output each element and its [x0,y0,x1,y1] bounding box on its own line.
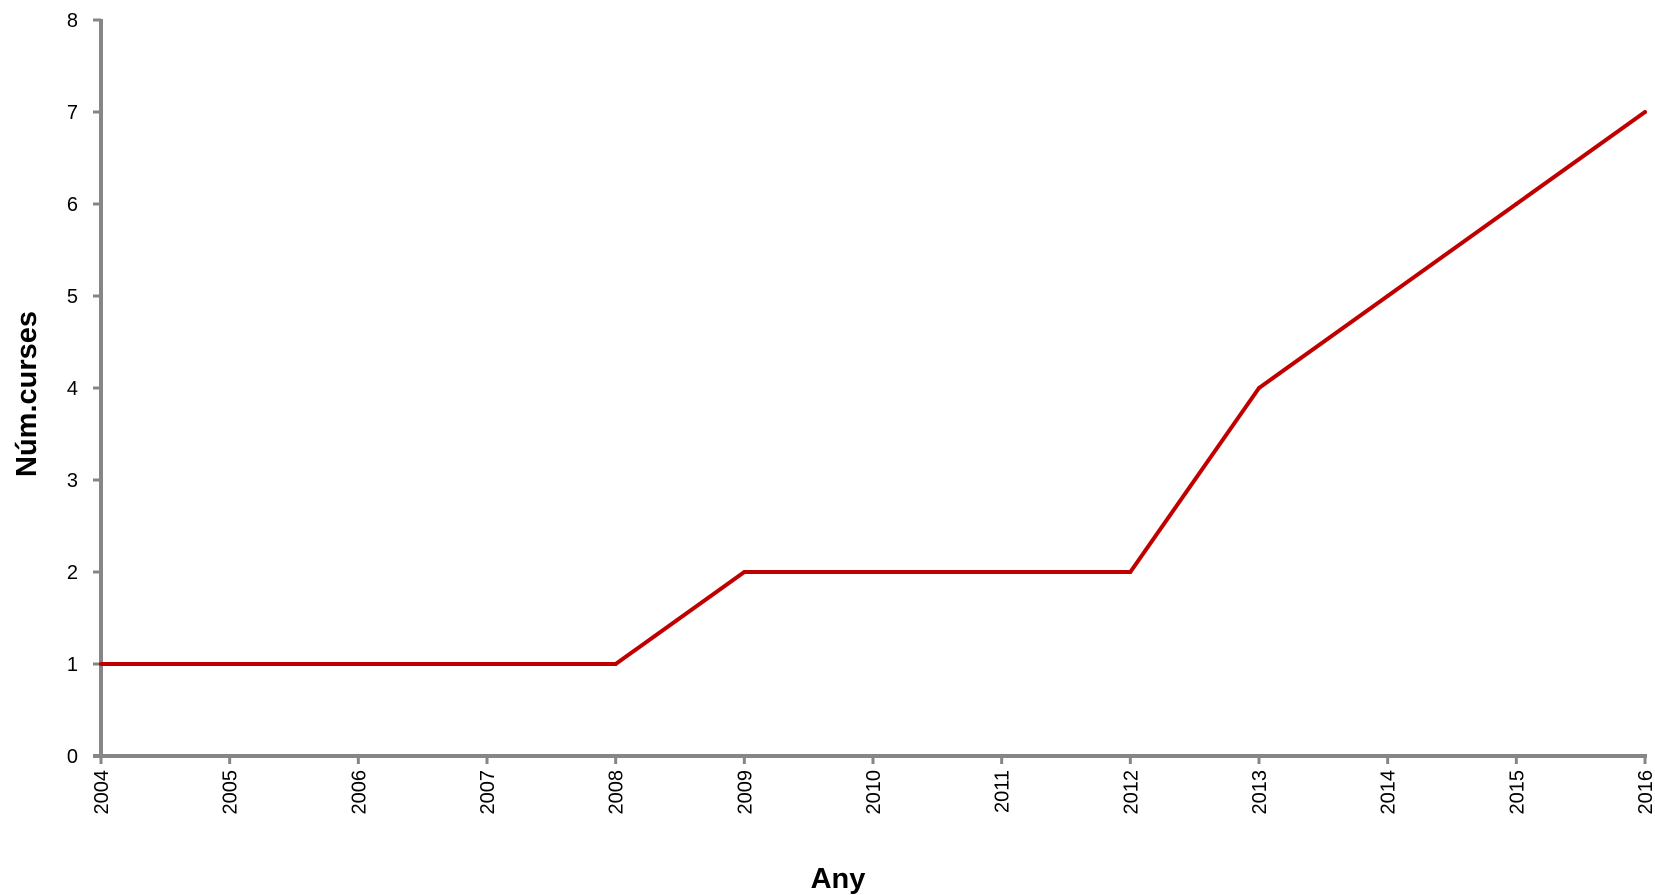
x-tick-label: 2014 [1378,770,1400,815]
y-axis: 0 1 2 3 4 5 6 7 8 [67,10,103,768]
x-tick-label: 2013 [1249,770,1271,815]
data-point [1128,570,1133,574]
x-tick-label: 2008 [606,770,628,815]
y-tick-label: 0 [67,746,78,768]
x-tick-label: 2012 [1120,770,1142,815]
data-point [356,662,361,666]
x-tick-label: 2006 [348,770,370,815]
data-point [227,662,232,666]
series-area [99,110,1647,666]
data-point [1385,294,1390,298]
x-tick-label: 2004 [91,770,113,815]
x-tick-label: 2009 [734,770,756,815]
y-tick-label: 7 [67,102,78,124]
x-tick-label: 2007 [477,770,499,815]
y-tick-label: 2 [67,562,78,584]
x-axis-title: Any [811,863,866,895]
y-axis-title: Núm.curses [11,311,43,477]
y-tick-label: 1 [67,654,78,676]
y-tick-label: 4 [67,378,78,400]
data-point [485,662,489,666]
x-tick-label: 2005 [220,770,242,815]
data-point [1257,386,1261,390]
y-tick-label: 8 [67,10,78,32]
y-tick-label: 3 [67,470,78,492]
data-point [613,662,618,666]
x-tick-label: 2010 [863,770,885,815]
x-tick-label: 2011 [992,770,1014,813]
data-point [1643,110,1647,114]
data-point [1514,202,1519,206]
series-line [101,110,1647,666]
x-tick-label: 2015 [1506,770,1528,815]
y-tick-label: 5 [67,286,78,308]
data-point [99,662,103,666]
data-point [742,570,747,574]
x-axis: 2004 2005 2006 2007 2008 2009 2010 2011 2012 2013… [91,754,1655,815]
y-tick-label: 6 [67,194,78,216]
x-tick-label: 2016 [1635,770,1655,815]
data-point [999,570,1004,574]
data-point [871,570,875,574]
